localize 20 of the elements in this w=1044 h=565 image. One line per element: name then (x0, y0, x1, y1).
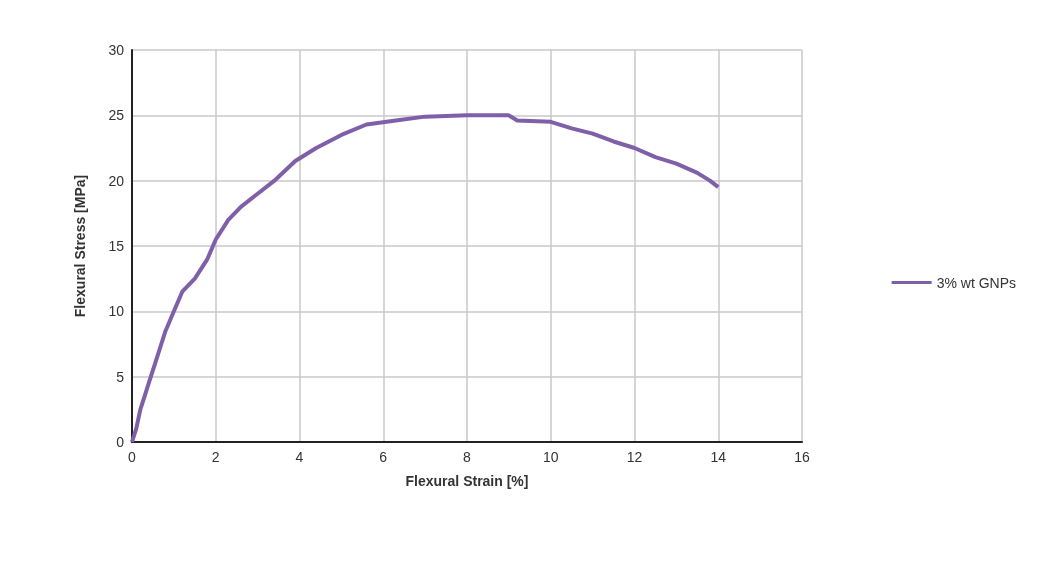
x-tick-label: 12 (626, 449, 643, 465)
x-tick-label: 2 (211, 449, 220, 465)
line-series (130, 113, 721, 444)
x-tick-label: 16 (794, 449, 810, 465)
y-tick-label: 5 (116, 368, 125, 385)
x-tick-label: 0 (128, 449, 137, 465)
x-axis-title: Flexural Strain [%] (405, 473, 529, 489)
y-axis-title: Flexural Stress [MPa] (72, 174, 88, 318)
x-tick-label: 8 (463, 449, 472, 465)
x-tick-label: 14 (710, 449, 727, 465)
y-tick-label: 10 (108, 303, 125, 320)
y-tick-label: 30 (108, 42, 125, 58)
x-tick-label: 10 (542, 449, 559, 465)
legend-label: 3% wt GNPs (936, 274, 1017, 291)
y-tick-label: 15 (108, 238, 125, 254)
y-tick-label: 25 (108, 107, 125, 124)
x-tick-label: 4 (295, 449, 304, 465)
y-tick-label: 0 (116, 434, 125, 450)
x-tick-label: 6 (379, 449, 388, 465)
y-tick-label: 20 (108, 172, 125, 189)
